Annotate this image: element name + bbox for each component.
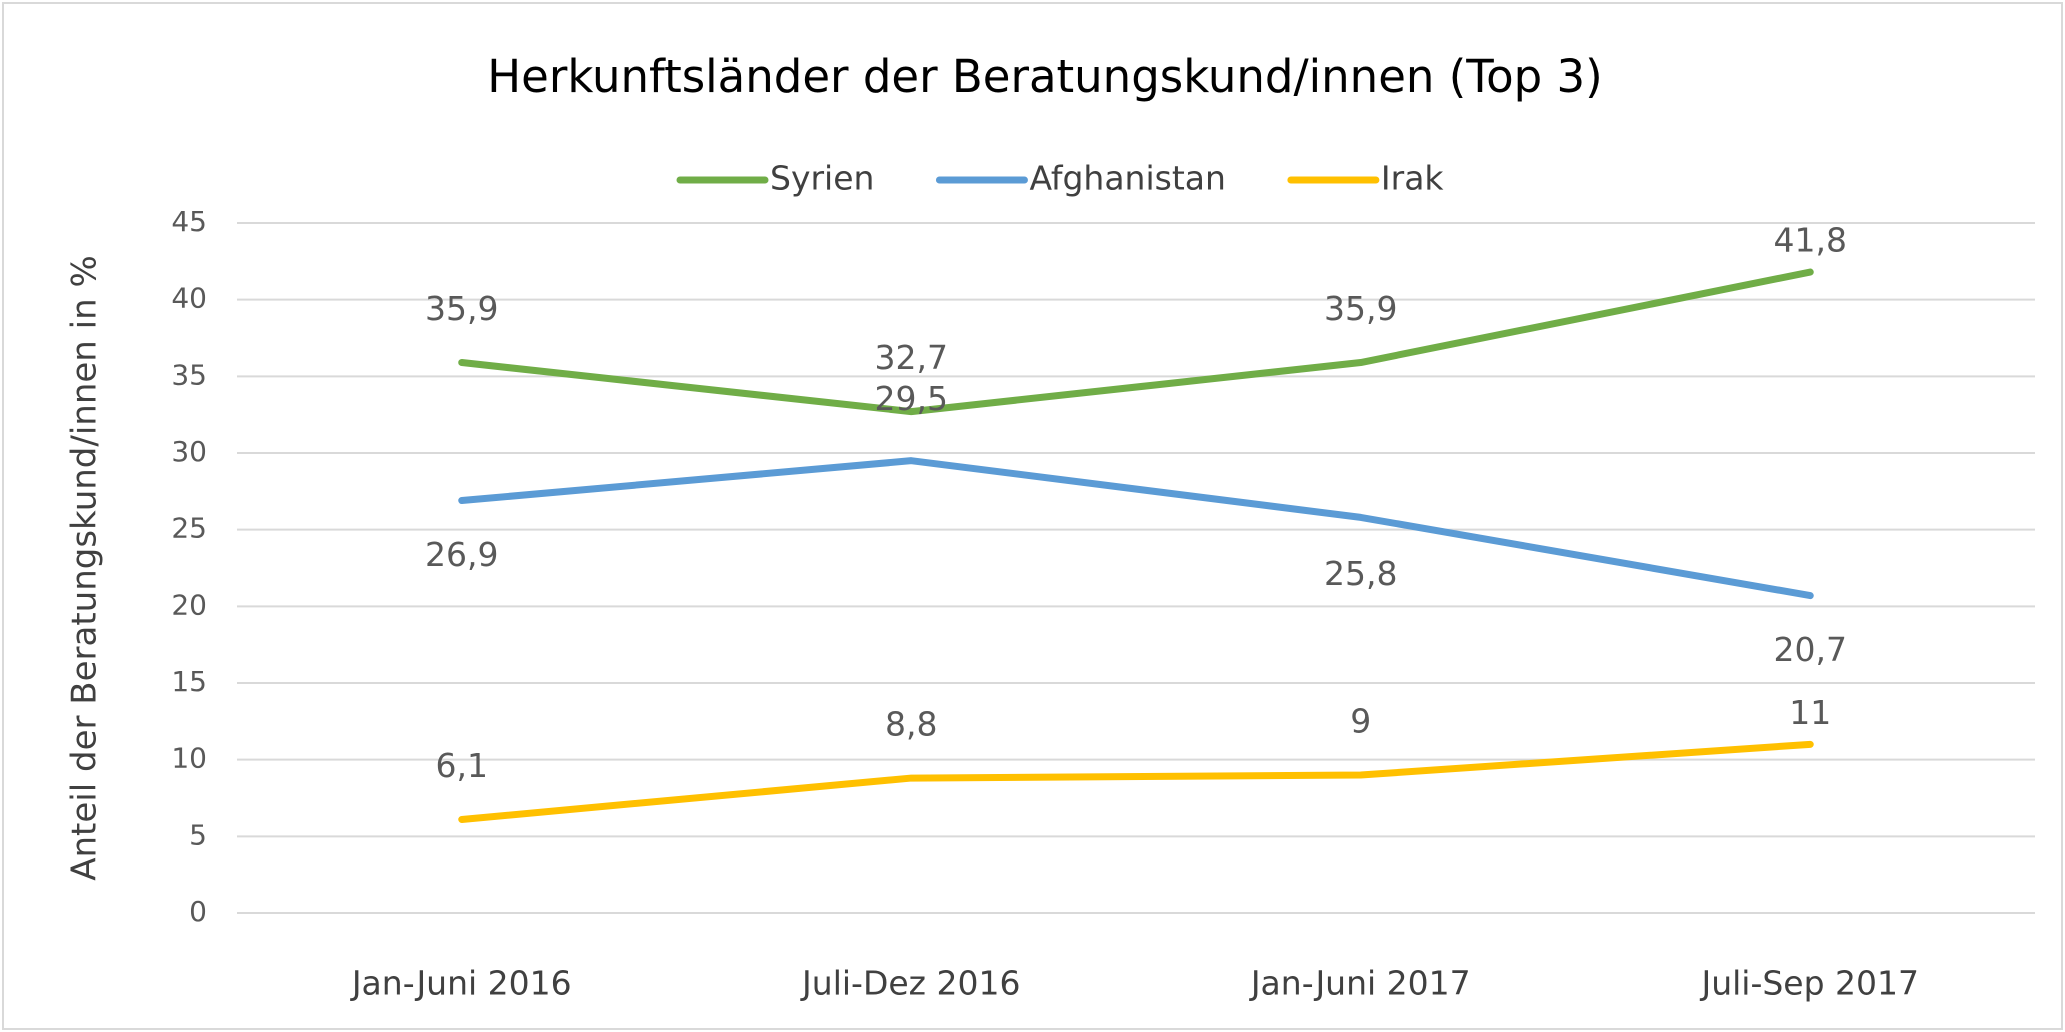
y-tick-label: 10 bbox=[171, 742, 207, 775]
y-tick-label: 45 bbox=[171, 205, 207, 238]
data-label: 11 bbox=[1789, 693, 1831, 732]
data-label: 35,9 bbox=[425, 289, 498, 328]
y-tick-label: 0 bbox=[189, 895, 207, 928]
y-tick-label: 40 bbox=[171, 282, 207, 315]
chart-title: Herkunftsländer der Beratungskund/innen … bbox=[487, 50, 1602, 103]
x-tick-label: Jan-Juni 2017 bbox=[1249, 964, 1471, 1003]
y-tick-label: 25 bbox=[171, 512, 207, 545]
x-tick-label: Juli-Dez 2016 bbox=[800, 964, 1020, 1003]
data-label: 41,8 bbox=[1774, 221, 1847, 260]
series-line bbox=[458, 268, 1814, 416]
series-line bbox=[458, 457, 1814, 600]
data-label: 6,1 bbox=[436, 746, 488, 785]
data-label: 20,7 bbox=[1774, 630, 1847, 669]
y-tick-label: 35 bbox=[171, 358, 207, 391]
legend-label: Afghanistan bbox=[1029, 159, 1225, 198]
data-label: 9 bbox=[1350, 702, 1371, 741]
x-tick-label: Jan-Juni 2016 bbox=[350, 964, 572, 1003]
data-label: 25,8 bbox=[1324, 554, 1397, 593]
y-tick-label: 20 bbox=[171, 588, 207, 621]
legend-label: Syrien bbox=[770, 159, 874, 198]
legend-label: Irak bbox=[1381, 159, 1445, 198]
y-tick-label: 30 bbox=[171, 435, 207, 468]
data-label: 35,9 bbox=[1324, 289, 1397, 328]
series-line bbox=[458, 740, 1814, 823]
y-axis-label: Anteil der Beratungskund/innen in % bbox=[65, 255, 105, 881]
data-label: 29,5 bbox=[875, 379, 948, 418]
y-tick-label: 5 bbox=[189, 818, 207, 851]
x-tick-label: Juli-Sep 2017 bbox=[1699, 964, 1919, 1003]
y-tick-label: 15 bbox=[171, 665, 207, 698]
data-label: 8,8 bbox=[885, 705, 937, 744]
data-label: 26,9 bbox=[425, 535, 498, 574]
data-label: 32,7 bbox=[875, 338, 948, 377]
